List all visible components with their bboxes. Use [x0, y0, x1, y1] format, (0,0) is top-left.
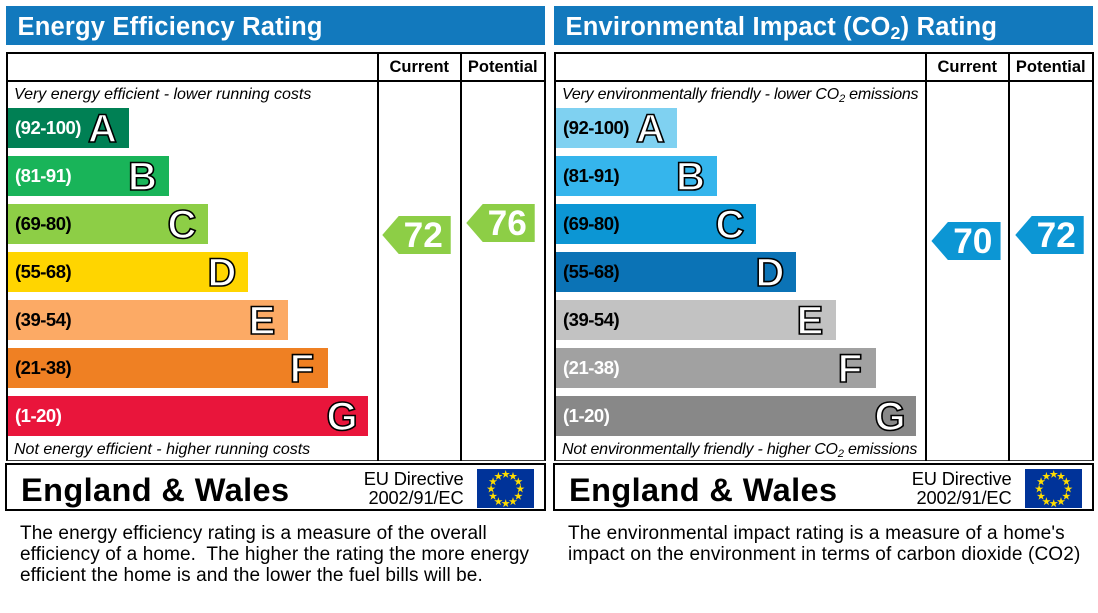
svg-text:70: 70	[953, 222, 992, 260]
svg-text:72: 72	[1037, 216, 1076, 254]
svg-text:72: 72	[404, 216, 443, 254]
svg-text:76: 76	[488, 204, 527, 242]
